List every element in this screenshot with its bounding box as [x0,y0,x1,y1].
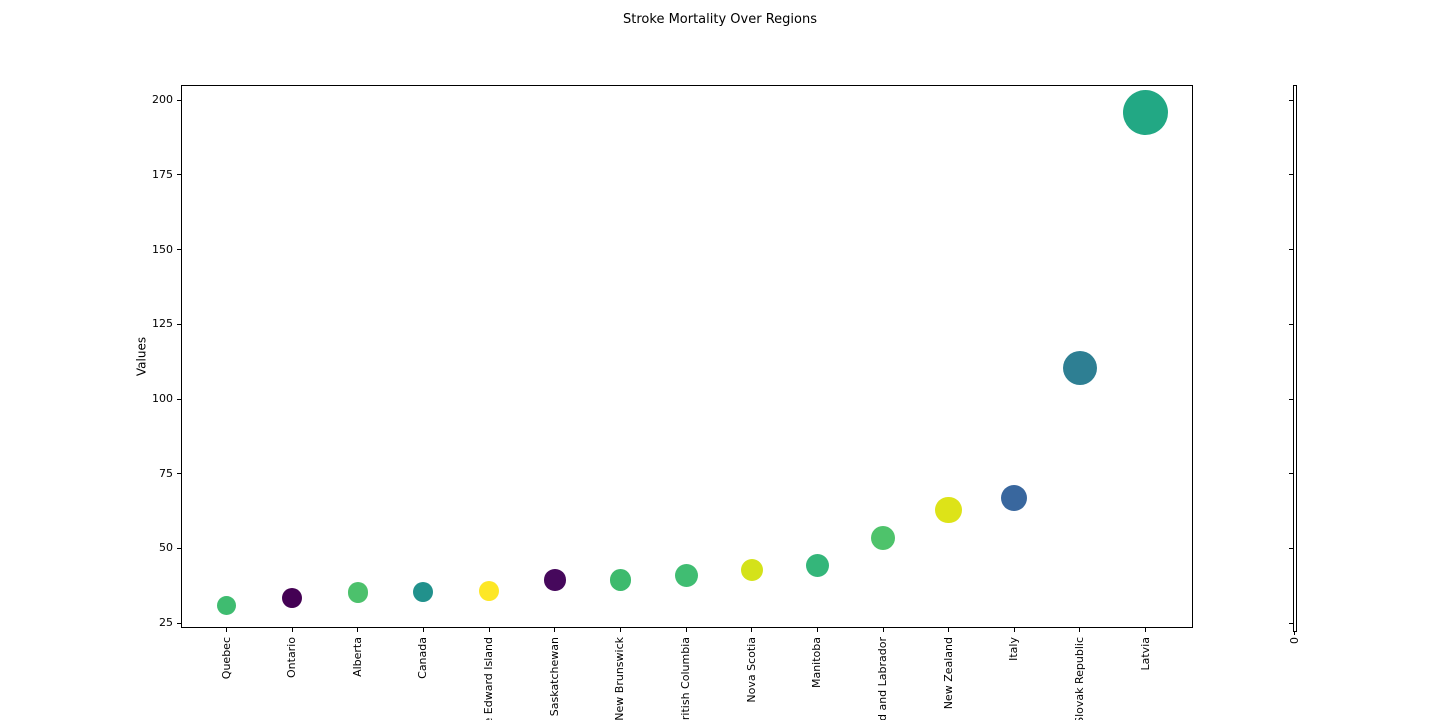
data-point [805,553,829,577]
secondary-axis-tick [1289,174,1293,176]
data-point [935,496,962,524]
secondary-axis-tick [1289,547,1293,549]
data-point [1123,89,1169,135]
y-tick-label: 175 [152,167,173,181]
y-tick [177,547,181,549]
x-tick [226,628,227,632]
x-tick-label: British Columbia [679,637,693,720]
x-tick-label: Quebec [219,637,233,680]
x-tick [1145,628,1147,632]
x-tick [1013,628,1015,632]
x-tick-label: Slovak Republic [1072,637,1086,720]
secondary-axis-box [1292,85,1297,632]
chart-title: Stroke Mortality Over Regions [623,12,817,27]
secondary-axis-tick [1289,323,1293,325]
data-point [1062,350,1097,385]
x-tick-label: Prince Edward Island [482,637,496,720]
y-tick-label: 75 [159,466,173,480]
secondary-axis-tick [1289,249,1293,251]
x-tick [1079,628,1081,632]
y-tick-label: 150 [152,242,173,256]
secondary-axis-x-tick [1294,631,1296,635]
data-point [674,564,698,588]
x-tick [948,628,950,632]
x-tick [357,628,359,632]
secondary-axis-tick [1289,398,1293,400]
secondary-axis-tick [1289,473,1293,475]
x-tick-label: New Brunswick [613,637,627,720]
x-tick [422,628,424,632]
x-tick-label: Latvia [1138,637,1152,671]
data-point [609,569,632,591]
x-tick-label: Ontario [285,637,299,678]
y-tick-label: 50 [159,541,173,555]
secondary-axis-tick [1289,622,1293,624]
x-tick-label: Saskatchewan [547,637,561,717]
y-tick-label: 125 [152,317,173,331]
data-point [217,595,236,615]
y-tick [177,249,181,251]
y-tick-label: 200 [152,93,173,107]
data-point [1001,485,1028,512]
x-tick [816,628,818,632]
y-tick [177,174,181,176]
x-tick-label: Newfoundland and Labrador [876,637,889,720]
x-tick [488,628,490,632]
x-tick-label: Italy [1007,637,1021,661]
x-tick-label: Nova Scotia [744,637,758,703]
x-tick [882,628,884,632]
data-point [740,559,763,581]
y-tick-label: 100 [152,392,173,406]
x-tick-label: Alberta [350,637,364,677]
x-tick [291,628,293,632]
y-tick-label: 25 [159,616,173,630]
x-tick [554,628,556,632]
x-tick [751,628,753,632]
y-tick [177,398,181,400]
data-point [282,587,303,608]
data-point [479,581,500,602]
plot-area [180,85,1193,628]
x-tick [685,628,687,632]
data-point [413,582,434,603]
x-tick-label: Canada [416,637,430,679]
x-tick [619,628,621,632]
y-tick [177,473,181,475]
y-tick [177,622,181,624]
y-tick [177,323,181,325]
data-point [347,582,369,603]
y-tick [177,99,181,101]
x-tick-label: New Zealand [941,637,955,710]
secondary-axis-tick [1289,99,1293,101]
secondary-axis-tick-label: 0 [1287,637,1301,644]
x-tick-label: Manitoba [810,637,824,689]
data-point [871,526,895,551]
data-point [544,569,566,591]
